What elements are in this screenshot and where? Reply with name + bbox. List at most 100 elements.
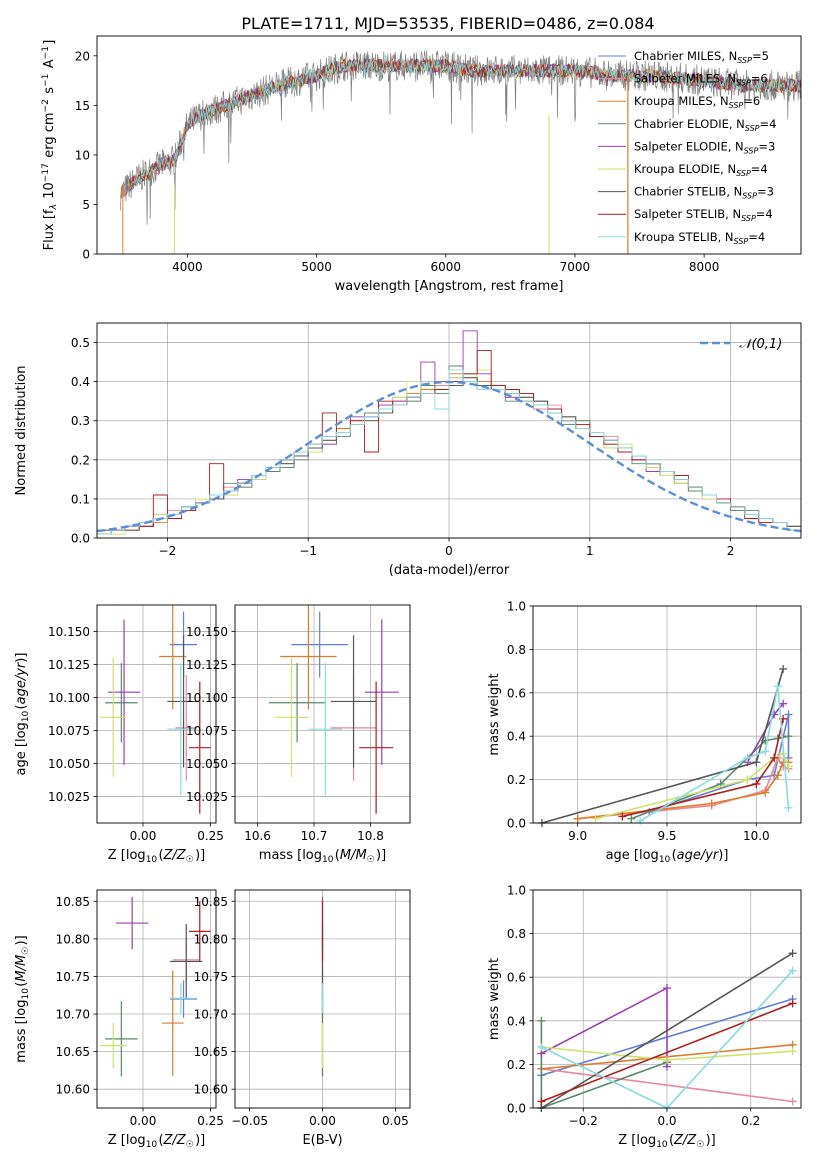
weight-lines	[537, 664, 793, 827]
error-bar-point	[105, 663, 138, 743]
plus-marker	[537, 1097, 546, 1106]
y-tick-label: 1.0	[507, 884, 526, 898]
error-bar-point	[280, 605, 337, 710]
spectrum-legend: Chabrier MILES, NSSP=5 Salpeter MILES, NS…	[598, 49, 776, 246]
y-tick-label: 0.2	[71, 453, 90, 467]
x-tick-label: −0.05	[231, 1114, 268, 1128]
y-tick-label: 10.80	[56, 932, 90, 946]
plot-area	[119, 50, 801, 254]
plus-marker	[663, 984, 671, 993]
weight-line	[577, 756, 789, 820]
plus-marker	[573, 814, 582, 823]
x-tick-label: 4000	[172, 260, 203, 274]
x-axis-label: Z [log10 (Z/Z☉ )]	[618, 1133, 716, 1150]
y-tick-label: 5	[82, 198, 90, 212]
plus-marker	[743, 753, 752, 762]
x-axis-label: Z [log10 (Z/Z☉ )]	[108, 848, 206, 865]
x-tick-label: −2	[159, 544, 177, 558]
model-spectrum	[129, 57, 801, 190]
y-tick-label: 10.85	[194, 895, 228, 909]
error-bar-point	[167, 663, 195, 796]
x-tick-label: 8000	[689, 260, 720, 274]
plus-marker	[707, 799, 716, 808]
plus-marker	[752, 779, 761, 788]
y-tick-label: 10.025	[186, 790, 228, 804]
residual-legend: 𝒩(0,1)	[700, 337, 782, 352]
x-axis-label: Z [log10 (Z/Z☉ )]	[108, 1133, 206, 1150]
figure-title: PLATE=1711, MJD=53535, FIBERID=0486, z=0…	[241, 14, 654, 33]
y-tick-label: 0.8	[507, 927, 526, 941]
legend-entry: Salpeter MILES, NSSP=6	[598, 72, 768, 88]
plus-marker	[743, 775, 752, 784]
plot-area	[537, 664, 793, 827]
y-tick-label: 0	[82, 248, 90, 262]
plus-marker	[788, 1097, 797, 1106]
x-tick-label: −1	[299, 544, 317, 558]
y-tick-label: 0.2	[507, 773, 526, 787]
weight-line	[639, 686, 790, 822]
y-tick-label: 10.050	[186, 757, 228, 771]
axes-frame	[532, 889, 802, 1109]
plus-marker	[779, 699, 788, 708]
error-bar-point	[291, 611, 348, 678]
error-bars	[99, 896, 211, 1077]
error-bar-point	[170, 983, 192, 1014]
legend-entry: Salpeter STELIB, NSSP=4	[598, 207, 773, 223]
y-tick-label: 0.3	[71, 414, 90, 428]
error-bar-point	[159, 605, 187, 710]
histogram-series	[97, 369, 801, 538]
plus-marker	[773, 771, 782, 780]
legend-label: 𝒩(0,1)	[739, 337, 782, 352]
plus-marker	[788, 966, 797, 975]
plus-marker	[761, 747, 770, 756]
y-tick-label: 10.125	[186, 658, 228, 672]
legend-entry: Kroupa ELODIE, NSSP=4	[598, 162, 768, 178]
x-tick-label: 0.2	[741, 1114, 760, 1128]
x-tick-label: 0.00	[309, 1114, 336, 1128]
plot-area	[268, 605, 399, 814]
error-bar-point	[330, 635, 377, 768]
weight-line	[540, 952, 794, 1109]
y-tick-label: 0.4	[507, 730, 526, 744]
x-tick-label: 0.0	[657, 1114, 676, 1128]
plus-marker	[784, 710, 793, 719]
x-tick-label: 10.7	[301, 829, 328, 843]
y-tick-label: 10.075	[48, 724, 90, 738]
y-axis-label: age [log10 (age/yr)]	[14, 653, 31, 776]
plot-area	[537, 949, 797, 1112]
y-tick-label: 10.65	[56, 1045, 90, 1059]
y-axis-label: mass [log10 (M/M☉ )]	[14, 935, 31, 1062]
axes-frame	[96, 604, 217, 824]
plus-marker	[773, 682, 782, 691]
y-tick-label: 0.2	[507, 1058, 526, 1072]
plus-marker	[788, 1047, 797, 1056]
axes-frame	[96, 322, 802, 539]
axes-frame	[532, 605, 802, 824]
weight-line	[541, 986, 668, 1067]
y-tick-label: 10.150	[186, 625, 228, 639]
y-tick-label: 10.100	[186, 691, 228, 705]
y-tick-label: 10.80	[194, 932, 228, 946]
legend-label: Chabrier MILES, NSSP=5	[634, 49, 769, 65]
error-bar-point	[308, 663, 343, 796]
legend-entry: Kroupa MILES, NSSP=6	[598, 94, 760, 110]
plus-marker	[591, 814, 600, 823]
error-bar-point	[99, 657, 127, 777]
weight-line	[577, 761, 789, 820]
error-bar-point	[170, 980, 198, 1018]
axes-spectrum: 4000 5000 6000 7000 8000 0 5 10 15 20 wavelength […	[41, 35, 802, 294]
y-axis-label: mass weight	[487, 958, 502, 1040]
y-tick-label: 10.75	[56, 970, 90, 984]
plus-marker	[761, 788, 770, 797]
y-tick-label: 1.0	[507, 600, 526, 614]
error-bars	[268, 605, 399, 814]
plus-marker	[788, 999, 797, 1008]
axes-massweight_vs_Z: −0.2 0.0 0.2 0.0 0.2 0.4 0.6 0.8 1.0 Z [log10 (Z/…	[487, 884, 802, 1150]
plus-marker	[784, 732, 793, 741]
axes-massweight_vs_age: 9.0 9.5 10.0 0.0 0.2 0.4 0.6 0.8 1.0 age [log10 (…	[487, 600, 802, 865]
error-bar-point	[167, 635, 200, 768]
y-tick-label: 10.025	[48, 790, 90, 804]
error-bar-point	[274, 657, 309, 777]
legend-label: Salpeter ELODIE, NSSP=3	[634, 139, 775, 155]
